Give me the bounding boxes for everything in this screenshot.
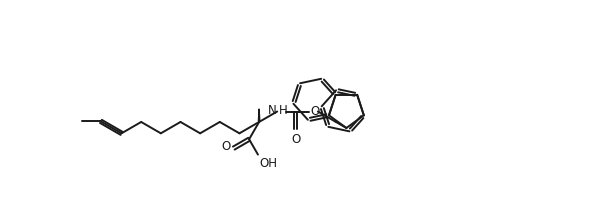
Text: N: N [268, 104, 276, 117]
Text: O: O [291, 133, 300, 146]
Text: O: O [311, 105, 320, 118]
Text: H: H [278, 104, 288, 117]
Polygon shape [258, 109, 260, 121]
Text: OH: OH [259, 157, 277, 170]
Text: O: O [222, 140, 231, 153]
